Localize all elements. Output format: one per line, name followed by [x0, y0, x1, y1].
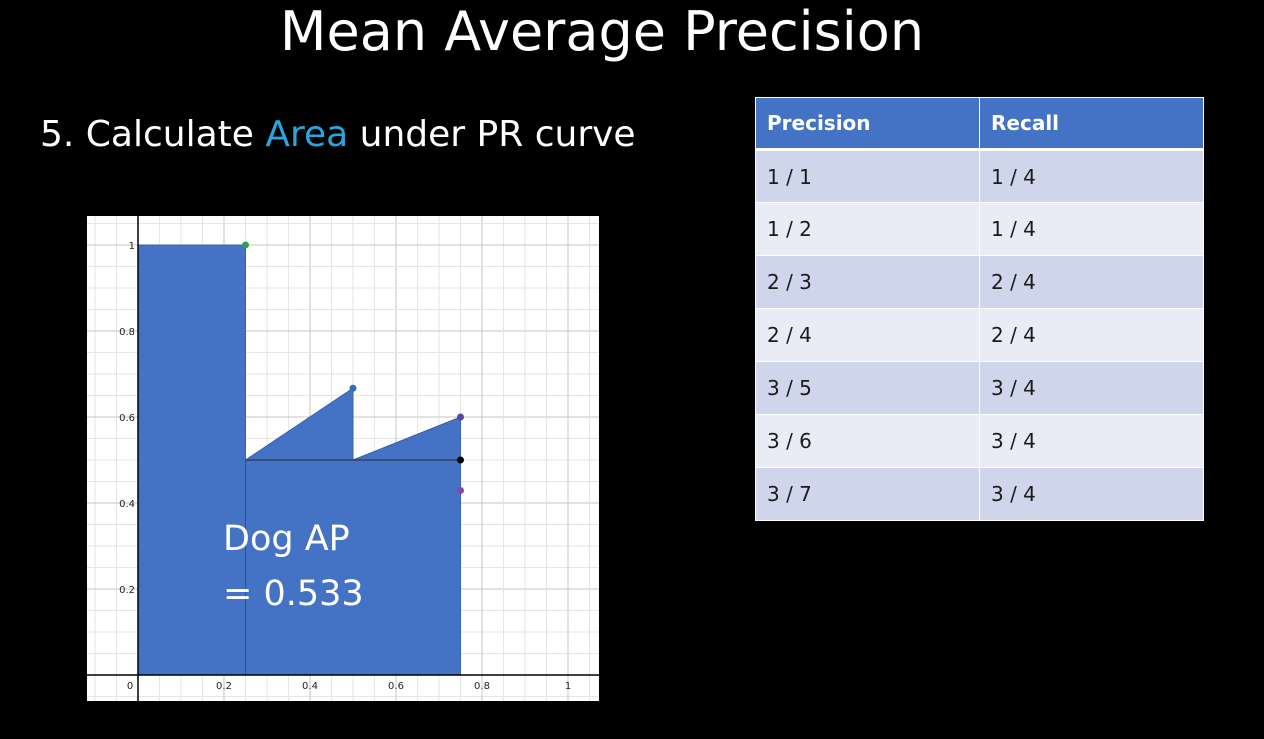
precision-cell: 3 / 7 — [755, 467, 980, 521]
step-highlight: Area — [265, 114, 349, 155]
recall-cell: 3 / 4 — [979, 361, 1204, 415]
y-tick-label: 0.4 — [119, 499, 135, 510]
curve-point — [457, 487, 464, 495]
table-row: 3 / 5 3 / 4 — [755, 361, 1204, 415]
table-row: 3 / 6 3 / 4 — [755, 414, 1204, 468]
precision-cell: 2 / 4 — [755, 308, 980, 362]
recall-cell: 1 / 4 — [979, 149, 1204, 203]
precision-cell: 1 / 1 — [755, 149, 980, 203]
table-row: 1 / 1 1 / 4 — [755, 149, 1204, 203]
table-header-row: Precision Recall — [755, 97, 1204, 151]
precision-cell: 1 / 2 — [755, 202, 980, 256]
recall-cell: 3 / 4 — [979, 414, 1204, 468]
recall-cell: 3 / 4 — [979, 467, 1204, 521]
x-tick-label: 0.8 — [474, 681, 490, 692]
step-suffix: under PR curve — [348, 114, 636, 155]
precision-cell: 3 / 6 — [755, 414, 980, 468]
x-tick-label: 0.2 — [216, 681, 232, 692]
precision-cell: 2 / 3 — [755, 255, 980, 309]
y-tick-label: 1 — [129, 241, 135, 252]
pr-curve-svg: 0 0.2 0.4 0.6 0.8 1 0.2 0.4 0.6 0.8 1 Dog AP = 0.533 — [87, 216, 599, 701]
x-tick-label: 0 — [127, 681, 133, 692]
step-heading: 5. Calculate Area under PR curve — [40, 112, 636, 158]
precision-cell: 3 / 5 — [755, 361, 980, 415]
x-tick-label: 0.4 — [302, 681, 318, 692]
pr-curve-chart: 0 0.2 0.4 0.6 0.8 1 0.2 0.4 0.6 0.8 1 Dog AP = 0.533 — [87, 216, 599, 701]
table-row: 2 / 4 2 / 4 — [755, 308, 1204, 362]
recall-cell: 2 / 4 — [979, 308, 1204, 362]
curve-point — [242, 241, 249, 249]
ap-label: Dog AP — [223, 519, 350, 559]
x-tick-label: 1 — [565, 681, 571, 692]
y-tick-label: 0.6 — [119, 413, 135, 424]
header-precision: Precision — [755, 97, 980, 151]
recall-cell: 1 / 4 — [979, 202, 1204, 256]
table-row: 1 / 2 1 / 4 — [755, 202, 1204, 256]
y-tick-label: 0.8 — [119, 327, 135, 338]
ap-value: = 0.533 — [223, 574, 364, 614]
y-tick-label: 0.2 — [119, 585, 135, 596]
recall-cell: 2 / 4 — [979, 255, 1204, 309]
precision-recall-table: Precision Recall 1 / 1 1 / 4 1 / 2 1 / 4… — [755, 97, 1204, 521]
x-tick-label: 0.6 — [388, 681, 404, 692]
curve-point — [457, 413, 464, 421]
header-recall: Recall — [979, 97, 1204, 151]
curve-point — [457, 456, 464, 464]
slide-title: Mean Average Precision — [279, 0, 925, 63]
table-row: 2 / 3 2 / 4 — [755, 255, 1204, 309]
curve-point — [349, 384, 357, 392]
step-prefix: 5. Calculate — [40, 114, 266, 155]
table-row: 3 / 7 3 / 4 — [755, 467, 1204, 521]
